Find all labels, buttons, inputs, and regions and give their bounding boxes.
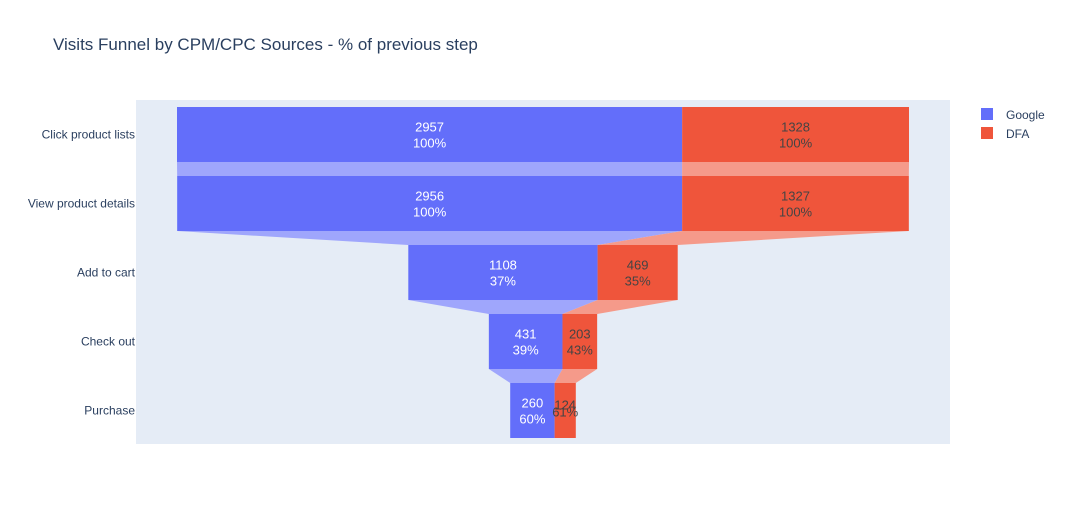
connector-dfa-3	[562, 300, 678, 314]
bar-label-dfa-click-product-lists: 1328 100%	[779, 120, 813, 151]
bar-google-click-product-lists[interactable]	[177, 107, 683, 162]
legend-swatch-google[interactable]	[981, 108, 993, 120]
bar-google-view-product-details[interactable]	[177, 176, 683, 231]
category-label-click-product-lists: Click product lists	[42, 128, 135, 142]
category-label-add-to-cart: Add to cart	[77, 266, 136, 280]
bar-google-purchase[interactable]	[510, 383, 555, 438]
bar-dfa-check-out[interactable]	[562, 314, 598, 369]
legend-item-dfa[interactable]: DFA	[981, 127, 1029, 141]
funnel-bars	[177, 107, 909, 438]
bar-label-google-add-to-cart: 1108 37%	[489, 258, 517, 289]
funnel-connectors	[177, 162, 909, 383]
bar-dfa-purchase[interactable]	[554, 383, 576, 438]
connector-google-2	[177, 231, 683, 245]
category-label-check-out: Check out	[81, 335, 136, 349]
legend-label-google[interactable]: Google	[1006, 108, 1045, 122]
connector-google-1	[177, 162, 683, 176]
connector-dfa-1	[682, 162, 909, 176]
legend-swatch-dfa[interactable]	[981, 127, 993, 139]
bar-label-dfa-view-product-details: 1327 100%	[779, 189, 813, 220]
bar-google-add-to-cart[interactable]	[408, 245, 598, 300]
bar-label-dfa-add-to-cart: 469 35%	[625, 258, 651, 289]
category-label-purchase: Purchase	[84, 404, 135, 418]
category-label-view-product-details: View product details	[28, 197, 135, 211]
connector-dfa-4	[554, 369, 598, 383]
bar-dfa-view-product-details[interactable]	[682, 176, 909, 231]
bar-label-google-click-product-lists: 2957 100%	[413, 120, 447, 151]
bar-labels: 2957 100% 1328 100% 2956 100% 1327 100% 1108 37% 4…	[413, 120, 813, 427]
bar-label-google-view-product-details: 2956 100%	[413, 189, 447, 220]
bar-dfa-click-product-lists[interactable]	[682, 107, 909, 162]
bar-label-dfa-purchase: 12461%	[552, 398, 578, 420]
bar-dfa-add-to-cart[interactable]	[597, 245, 678, 300]
connector-google-3	[408, 300, 598, 314]
chart-title: Visits Funnel by CPM/CPC Sources - % of …	[53, 35, 478, 54]
bar-label-google-check-out: 431 39%	[513, 327, 539, 358]
category-labels: Click product lists View product details A…	[28, 128, 136, 418]
legend[interactable]: Google DFA	[981, 108, 1045, 141]
bar-google-check-out[interactable]	[488, 314, 563, 369]
bar-label-dfa-check-out: 203 43%	[567, 327, 593, 358]
connector-dfa-2	[597, 231, 909, 245]
legend-item-google[interactable]: Google	[981, 108, 1045, 122]
bar-label-google-purchase: 260 60%	[519, 396, 545, 427]
legend-label-dfa[interactable]: DFA	[1006, 127, 1029, 141]
connector-google-4	[488, 369, 563, 383]
